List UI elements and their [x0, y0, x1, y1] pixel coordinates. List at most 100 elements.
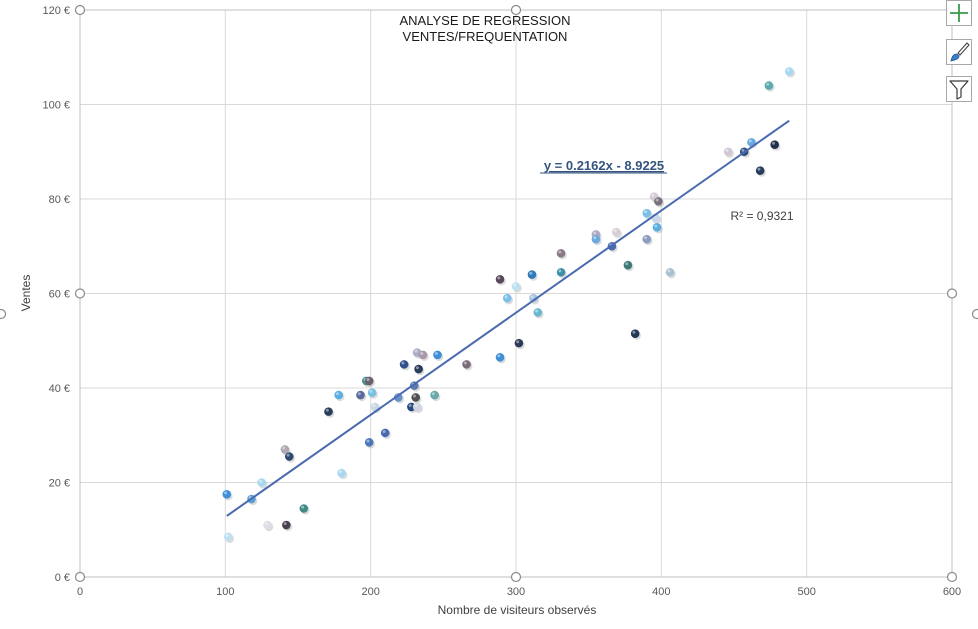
data-point[interactable] — [462, 360, 471, 369]
data-point-highlight — [339, 470, 342, 473]
data-point[interactable] — [300, 504, 309, 513]
data-point[interactable] — [337, 469, 346, 478]
data-point-highlight — [367, 378, 370, 381]
data-point[interactable] — [496, 275, 505, 284]
data-point-highlight — [644, 210, 647, 213]
data-point[interactable] — [612, 228, 621, 237]
y-tick-label: 40 € — [49, 383, 70, 395]
data-point[interactable] — [430, 391, 439, 400]
data-point[interactable] — [324, 407, 333, 416]
data-point[interactable] — [515, 339, 524, 348]
data-point[interactable] — [285, 452, 294, 461]
data-point[interactable] — [411, 393, 420, 402]
data-point[interactable] — [419, 351, 428, 360]
data-point[interactable] — [414, 365, 423, 374]
x-axis-title[interactable]: Nombre de visiteurs observés — [438, 603, 597, 617]
data-point[interactable] — [631, 329, 640, 338]
data-point-highlight — [367, 439, 370, 442]
y-tick-label: 100 € — [42, 100, 70, 112]
data-point[interactable] — [400, 360, 409, 369]
data-point-highlight — [632, 331, 635, 334]
y-tick-label: 80 € — [49, 194, 70, 206]
x-tick-label: 500 — [797, 586, 815, 598]
data-point[interactable] — [365, 377, 374, 386]
data-point[interactable] — [643, 209, 652, 218]
data-point[interactable] — [413, 403, 422, 412]
data-point-highlight — [409, 404, 412, 407]
data-point[interactable] — [557, 249, 566, 258]
data-point[interactable] — [222, 490, 231, 499]
y-axis-title[interactable]: Ventes — [19, 275, 33, 312]
data-point-highlight — [226, 534, 229, 537]
data-point-highlight — [558, 269, 561, 272]
data-point-highlight — [287, 454, 290, 457]
y-tick-label: 120 € — [42, 5, 70, 17]
data-point[interactable] — [224, 533, 233, 542]
data-point[interactable] — [654, 197, 663, 206]
plot-area-resize-handle[interactable] — [948, 573, 957, 582]
data-point-highlight — [336, 392, 339, 395]
data-point[interactable] — [433, 351, 442, 360]
data-points — [222, 67, 795, 543]
data-point[interactable] — [534, 308, 543, 317]
data-point[interactable] — [365, 438, 374, 447]
data-point[interactable] — [368, 388, 377, 397]
data-point-highlight — [625, 262, 628, 265]
data-point[interactable] — [496, 353, 505, 362]
x-tick-label: 200 — [361, 586, 379, 598]
data-point[interactable] — [624, 261, 633, 270]
chart-title-line-1[interactable]: ANALYSE DE REGRESSION — [400, 13, 571, 28]
data-point[interactable] — [643, 235, 652, 244]
data-point[interactable] — [334, 391, 343, 400]
data-point-highlight — [414, 350, 417, 353]
data-point[interactable] — [263, 521, 272, 530]
data-point[interactable] — [785, 67, 794, 76]
data-point[interactable] — [653, 223, 662, 232]
chart-elements-button[interactable] — [946, 0, 972, 26]
trendline-equation-label[interactable]: y = 0.2162x - 8.9225 — [544, 158, 664, 173]
plot-area-resize-handle[interactable] — [512, 573, 521, 582]
y-tick-label: 0 € — [55, 572, 70, 584]
plot-area-resize-handle[interactable] — [948, 289, 957, 298]
data-point-highlight — [401, 361, 404, 364]
data-point[interactable] — [528, 270, 537, 279]
data-point-highlight — [326, 409, 329, 412]
outer-frame-handle-right[interactable] — [973, 310, 978, 319]
trendline[interactable] — [227, 121, 789, 516]
plot-area-resize-handle[interactable] — [76, 6, 85, 15]
data-point[interactable] — [503, 294, 512, 303]
data-point[interactable] — [592, 235, 601, 244]
data-point[interactable] — [666, 268, 675, 277]
plus-icon — [947, 1, 971, 25]
r-squared-label[interactable]: R² = 0,9321 — [730, 209, 793, 223]
data-point-highlight — [614, 229, 617, 232]
data-point[interactable] — [724, 147, 733, 156]
x-tick-label: 400 — [652, 586, 670, 598]
data-point[interactable] — [557, 268, 566, 277]
data-point[interactable] — [257, 478, 266, 487]
plot-area-resize-handle[interactable] — [76, 289, 85, 298]
data-point-highlight — [654, 224, 657, 227]
data-point[interactable] — [381, 429, 390, 438]
chart-styles-button[interactable] — [946, 39, 972, 65]
data-point-highlight — [593, 232, 596, 235]
chart-title-line-2[interactable]: VENTES/FREQUENTATION — [403, 29, 568, 44]
data-point[interactable] — [770, 140, 779, 149]
data-point-highlight — [432, 392, 435, 395]
data-point[interactable] — [756, 166, 765, 175]
data-point[interactable] — [356, 391, 365, 400]
data-point[interactable] — [282, 521, 291, 530]
plot-area-resize-handle[interactable] — [76, 573, 85, 582]
chart-filters-button[interactable] — [946, 76, 972, 102]
plot-area-resize-handle[interactable] — [512, 6, 521, 15]
data-point[interactable] — [512, 282, 521, 291]
data-point-highlight — [644, 236, 647, 239]
data-point[interactable] — [765, 81, 774, 90]
outer-frame-handle-left[interactable] — [0, 310, 6, 319]
data-point-highlight — [505, 295, 508, 298]
y-tick-label: 60 € — [49, 289, 70, 301]
data-point-highlight — [757, 168, 760, 171]
data-point-highlight — [464, 361, 467, 364]
